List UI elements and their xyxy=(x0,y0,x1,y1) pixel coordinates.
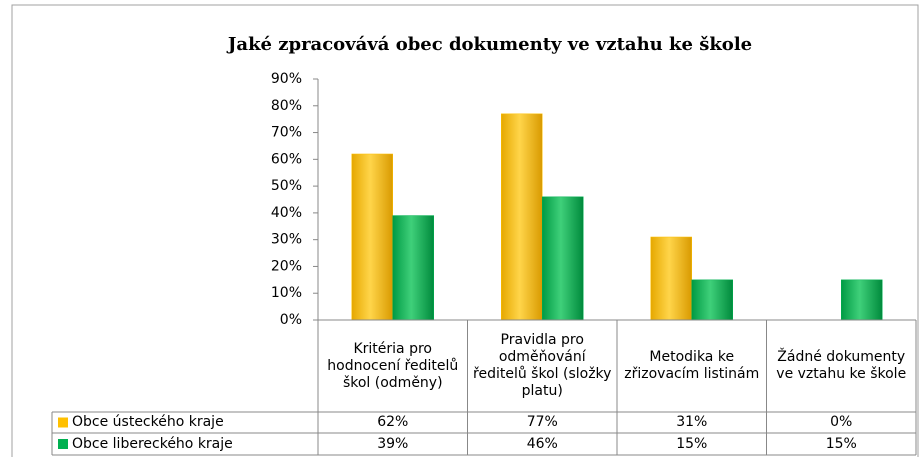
value-label: 15% xyxy=(825,435,857,452)
bar xyxy=(501,113,543,321)
chart-title: Jaké zpracovává obec dokumenty ve vztahu… xyxy=(226,34,752,55)
value-label: 77% xyxy=(526,414,558,430)
y-tick-label: 90% xyxy=(271,71,302,87)
bar xyxy=(691,279,733,321)
value-label: 39% xyxy=(377,435,409,452)
y-tick-label: 10% xyxy=(271,285,302,301)
y-tick-label: 70% xyxy=(271,125,302,141)
value-label: 31% xyxy=(676,414,708,430)
legend-label: Obce libereckého kraje xyxy=(72,435,233,452)
x-tick-label: Metodika ke zřizovacím listinám xyxy=(624,349,760,382)
y-tick-label: 0% xyxy=(280,312,302,328)
y-tick-label: 20% xyxy=(271,258,302,274)
x-tick-label: Žádné dokumenty ve vztahu ke škole xyxy=(776,349,907,382)
y-tick-label: 60% xyxy=(271,151,302,167)
y-tick-label: 50% xyxy=(271,178,302,194)
y-tick-label: 80% xyxy=(271,98,302,114)
legend-label: Obce ústeckého kraje xyxy=(72,414,224,430)
bar xyxy=(392,215,434,321)
y-tick-label: 40% xyxy=(271,205,302,221)
bar xyxy=(650,236,692,321)
value-label: 15% xyxy=(676,435,708,452)
legend-key xyxy=(58,417,68,428)
x-tick-label: Pravidla pro odměňování ředitelů škol (s… xyxy=(473,332,612,399)
bar xyxy=(351,153,393,321)
y-tick-label: 30% xyxy=(271,232,302,248)
legend-key xyxy=(58,439,68,449)
bar xyxy=(542,196,584,321)
value-label: 0% xyxy=(830,414,853,430)
x-tick-label: Kritéria pro hodnocení ředitelů škol (od… xyxy=(327,340,459,391)
bar xyxy=(841,279,883,321)
chart-border xyxy=(11,4,919,457)
value-label: 62% xyxy=(377,414,409,430)
value-label: 46% xyxy=(526,435,558,452)
